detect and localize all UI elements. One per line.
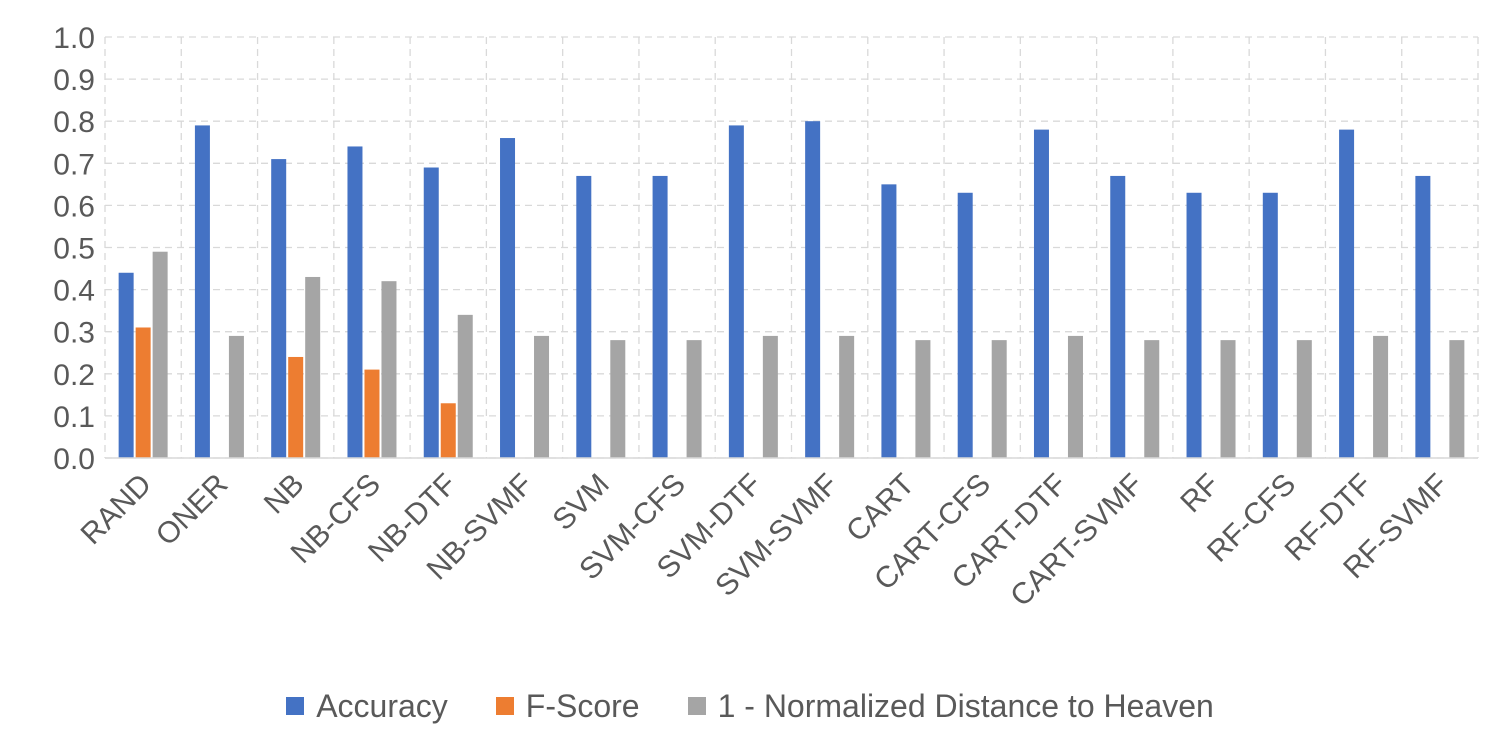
- bar-1-normalized-distance-to-heaven-rand: [152, 251, 168, 458]
- bar-accuracy-cart: [881, 184, 897, 458]
- legend-label: 1 - Normalized Distance to Heaven: [717, 687, 1214, 724]
- x-tick-label: RF: [1174, 468, 1226, 520]
- bar-1-normalized-distance-to-heaven-nb-dtf: [457, 314, 473, 458]
- x-tick-label: SVM: [546, 468, 615, 537]
- bar-1-normalized-distance-to-heaven-cart-cfs: [991, 340, 1007, 458]
- y-tick-label: 0.7: [53, 148, 95, 181]
- bar-1-normalized-distance-to-heaven-svm-cfs: [686, 340, 702, 458]
- y-tick-label: 0.5: [53, 233, 95, 266]
- bar-accuracy-nb-svmf: [500, 138, 516, 459]
- legend-item: Accuracy: [286, 688, 448, 725]
- legend-item: 1 - Normalized Distance to Heaven: [687, 687, 1214, 725]
- legend-swatch: [687, 697, 706, 715]
- y-tick-label: 0.6: [53, 190, 95, 223]
- bar-accuracy-svm-cfs: [652, 175, 668, 458]
- bar-accuracy-nb-cfs: [347, 146, 363, 458]
- bar-1-normalized-distance-to-heaven-rf: [1220, 340, 1236, 458]
- x-tick-label: CART-SVMF: [1004, 468, 1150, 614]
- bar-1-normalized-distance-to-heaven-svm-svmf: [839, 335, 855, 458]
- bar-accuracy-rf: [1186, 192, 1202, 458]
- y-tick-label: 1.0: [53, 22, 95, 55]
- bar-accuracy-rf-cfs: [1262, 192, 1278, 458]
- x-tick-label: NB: [258, 468, 311, 521]
- bar-f-score-nb-cfs: [364, 369, 380, 458]
- bar-1-normalized-distance-to-heaven-svm: [610, 340, 626, 458]
- bar-accuracy-rf-svmf: [1415, 175, 1431, 458]
- bar-accuracy-nb: [271, 159, 287, 458]
- bar-1-normalized-distance-to-heaven-cart-svmf: [1144, 340, 1160, 458]
- legend-label: F-Score: [525, 687, 640, 724]
- bar-1-normalized-distance-to-heaven-svm-dtf: [762, 335, 778, 458]
- bar-accuracy-nb-dtf: [423, 167, 439, 458]
- bar-1-normalized-distance-to-heaven-nb-svmf: [534, 335, 550, 458]
- bar-accuracy-cart-svmf: [1110, 175, 1126, 458]
- y-tick-label: 0.9: [53, 64, 95, 97]
- chart-canvas: 0.0 0.1 0.2 0.3 0.4 0.5 0.6 0.7 0.8 0.9 1.0 RANDONE…: [53, 22, 1479, 614]
- legend-swatch: [286, 697, 305, 715]
- bar-accuracy-rf-dtf: [1339, 129, 1355, 458]
- bar-accuracy-oner: [194, 125, 210, 458]
- x-tick-label: RAND: [75, 468, 158, 551]
- legend-item: F-Score: [495, 687, 640, 725]
- bar-1-normalized-distance-to-heaven-oner: [228, 335, 244, 458]
- y-tick-label: 0.1: [53, 401, 95, 434]
- bar-1-normalized-distance-to-heaven-nb-cfs: [381, 281, 397, 458]
- bar-f-score-nb: [288, 356, 304, 458]
- bar-1-normalized-distance-to-heaven-rf-cfs: [1296, 340, 1312, 458]
- bar-1-normalized-distance-to-heaven-rf-dtf: [1373, 335, 1389, 458]
- x-tick-label: ONER: [150, 468, 235, 553]
- bar-accuracy-rand: [118, 272, 134, 458]
- bar-accuracy-cart-cfs: [957, 192, 973, 458]
- legend-swatch: [495, 697, 514, 715]
- bar-1-normalized-distance-to-heaven-rf-svmf: [1449, 340, 1465, 458]
- bar-1-normalized-distance-to-heaven-cart-dtf: [1067, 335, 1083, 458]
- bar-1-normalized-distance-to-heaven-nb: [305, 276, 321, 458]
- y-tick-label: 0.8: [53, 106, 95, 139]
- legend-label: Accuracy: [316, 687, 448, 724]
- chart-legend: Accuracy F-Score 1 - Normalized Distance t…: [0, 686, 1500, 726]
- y-tick-label: 0.2: [53, 359, 95, 392]
- bar-accuracy-svm-dtf: [728, 125, 744, 458]
- y-tick-label: 0.0: [53, 443, 95, 476]
- bar-accuracy-svm: [576, 175, 592, 458]
- bar-f-score-nb-dtf: [440, 403, 456, 458]
- bar-f-score-rand: [135, 327, 151, 458]
- bar-accuracy-cart-dtf: [1033, 129, 1049, 458]
- bar-accuracy-svm-svmf: [805, 121, 821, 458]
- y-tick-label: 0.4: [53, 275, 95, 308]
- bar-1-normalized-distance-to-heaven-cart: [915, 340, 931, 458]
- y-tick-label: 0.3: [53, 317, 95, 350]
